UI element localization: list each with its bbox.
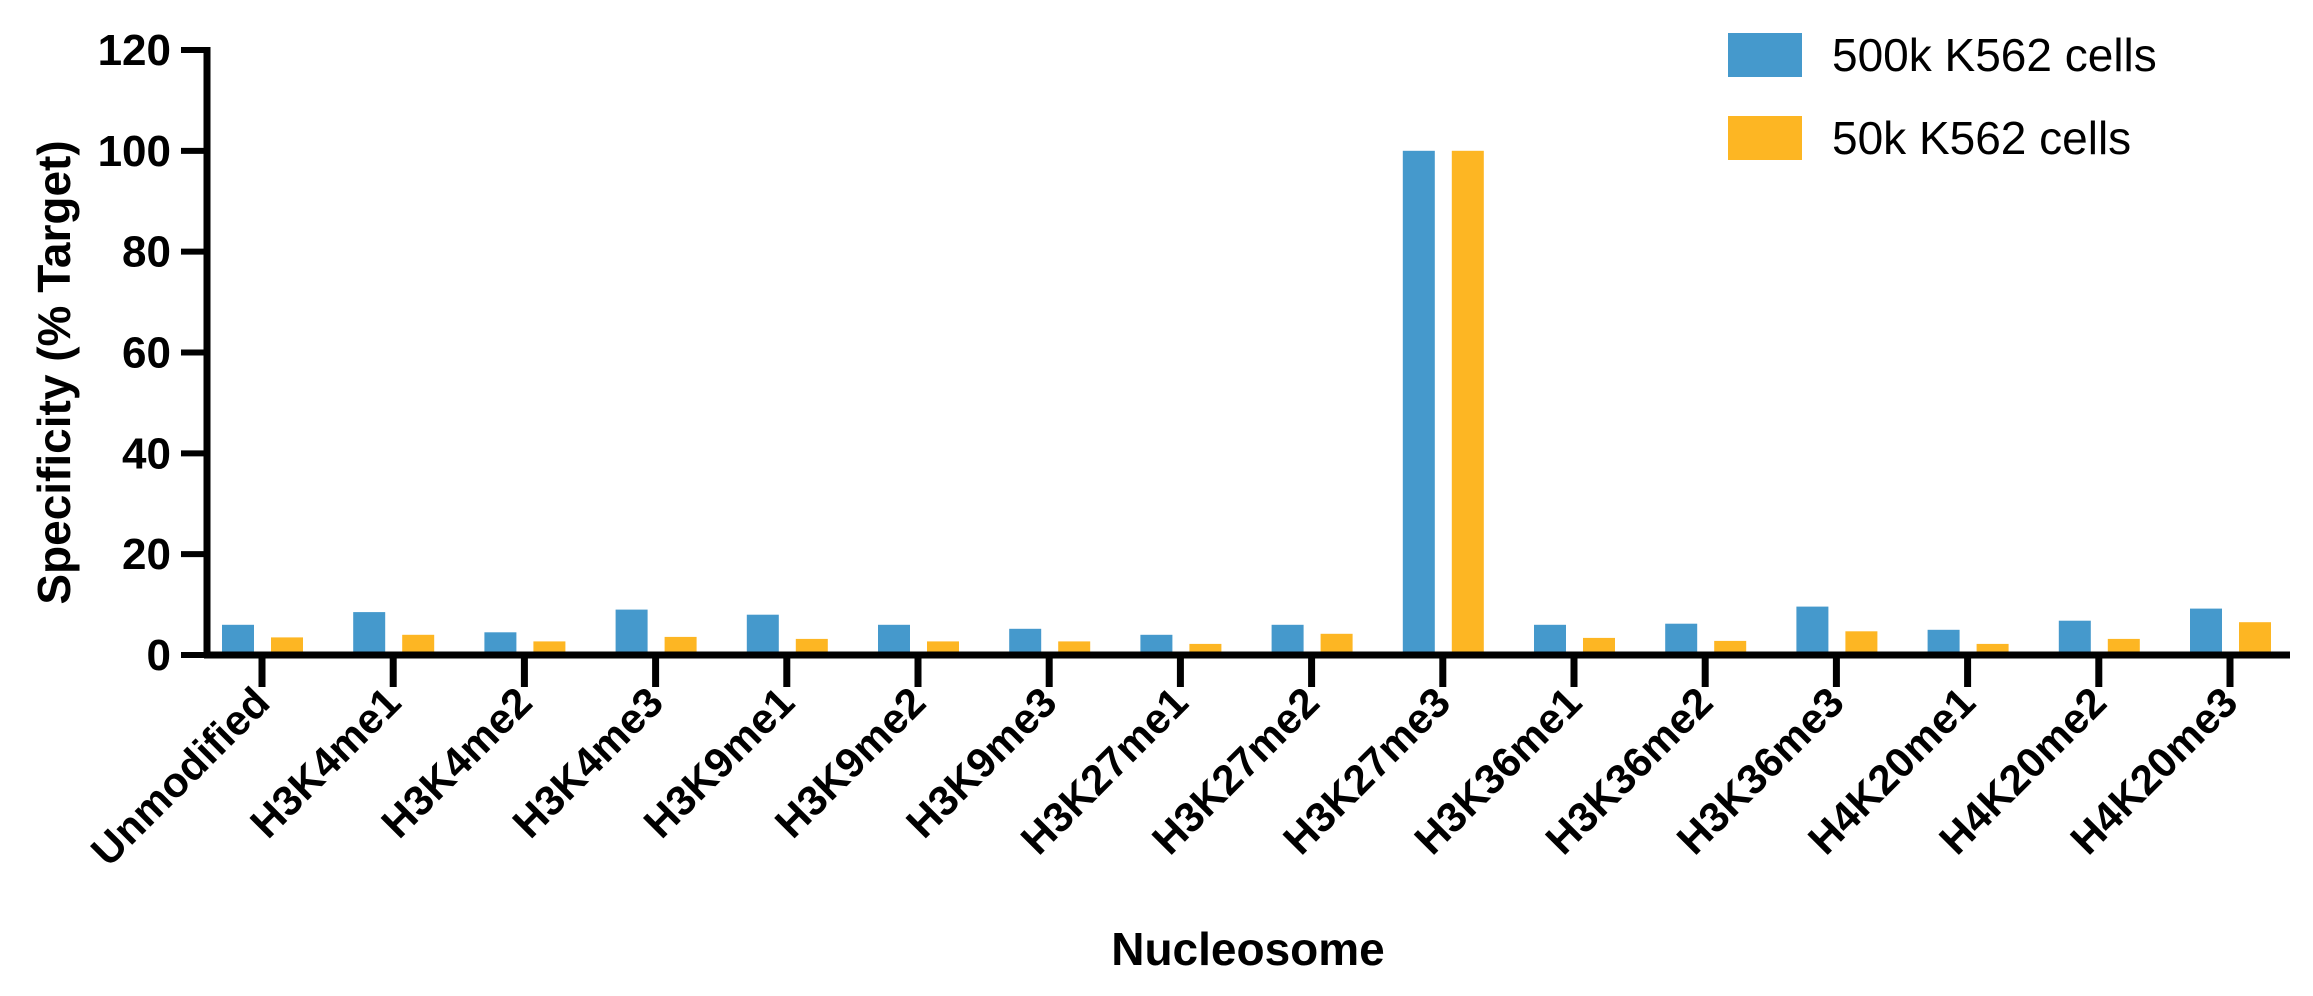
bar-series1-h3k4me2 <box>484 632 517 655</box>
bar-series1-h3k4me3 <box>615 609 648 655</box>
bar-series1-h3k27me2 <box>1271 624 1304 656</box>
x-axis: UnmodifiedH3K4me1H3K4me2H3K4me3H3K9me1H3… <box>82 651 2290 875</box>
bar-series1-h3k36me1 <box>1534 624 1566 656</box>
y-axis: 0 20 40 60 80 100 120 <box>98 26 211 680</box>
bar-series1-h4k20me3 <box>2190 608 2222 655</box>
y-axis-title: Specificity (% Target) <box>28 140 80 604</box>
legend-swatch <box>1728 33 1802 77</box>
bar-series2-h3k36me3 <box>1845 631 1878 655</box>
bar-series1-h4k20me1 <box>1927 629 1960 655</box>
bar-series1-h4k20me2 <box>2058 620 2091 655</box>
y-tick-label: 0 <box>147 631 171 680</box>
bar-series1-h3k27me1 <box>1140 634 1173 655</box>
bar-series1-h3k9me1 <box>746 614 779 655</box>
bar-series2-h3k4me3 <box>664 636 697 655</box>
x-tick-label: Unmodified <box>82 678 279 875</box>
y-tick-label: 120 <box>98 26 171 75</box>
x-axis-title: Nucleosome <box>1111 923 1385 975</box>
bar-series2-h3k9me1 <box>795 638 828 655</box>
bar-series2-h4k20me3 <box>2239 622 2271 655</box>
bar-series1-h3k36me3 <box>1796 606 1829 655</box>
legend-label: 50k K562 cells <box>1832 112 2131 164</box>
legend-swatch <box>1728 116 1802 160</box>
bar-series2-h3k4me1 <box>402 634 435 655</box>
y-tick-label: 20 <box>122 530 171 579</box>
bar-series2-h3k27me1 <box>1189 643 1222 655</box>
y-tick-label: 40 <box>122 429 171 478</box>
bar-series2-h3k36me2 <box>1714 640 1747 655</box>
bar-series1-h3k27me3 <box>1402 150 1435 656</box>
bar-series2-h3k36me1 <box>1583 637 1615 655</box>
y-tick-label: 60 <box>122 329 171 378</box>
bars-group <box>222 150 2271 656</box>
bar-series2-h3k27me3 <box>1451 150 1484 656</box>
legend: 500k K562 cells 50k K562 cells <box>1728 29 2157 164</box>
bar-series1-h3k9me3 <box>1009 628 1042 655</box>
bar-series1-unmodified <box>222 624 254 656</box>
bar-series2-unmodified <box>271 637 303 655</box>
bar-series2-h3k27me2 <box>1320 633 1353 655</box>
y-tick-label: 100 <box>98 127 171 176</box>
legend-label: 500k K562 cells <box>1832 29 2157 81</box>
bar-series1-h3k9me2 <box>878 624 910 656</box>
bar-series2-h4k20me2 <box>2107 638 2140 655</box>
bar-series2-h4k20me1 <box>1976 643 2009 655</box>
bar-series1-h3k36me2 <box>1665 623 1698 655</box>
y-tick-label: 80 <box>122 228 171 277</box>
bar-series1-h3k4me1 <box>353 612 386 655</box>
